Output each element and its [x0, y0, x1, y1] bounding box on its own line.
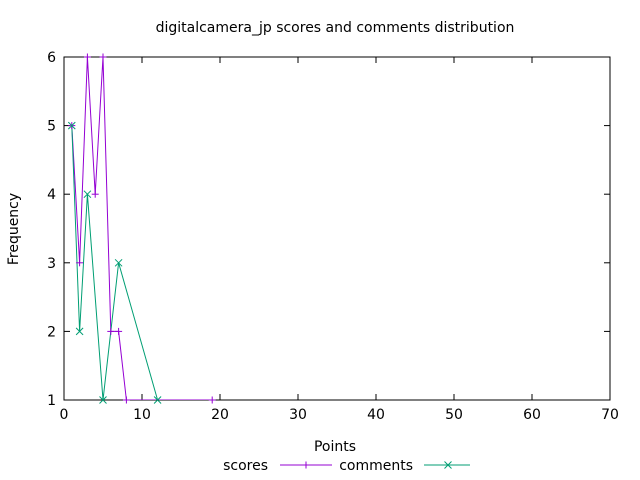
x-tick-label: 20	[211, 407, 229, 423]
x-tick-label: 50	[445, 407, 463, 423]
y-axis-label: Frequency	[6, 193, 22, 265]
y-axis: 1 2 3 4 5 6	[47, 50, 610, 409]
x-axis-label: Points	[314, 439, 356, 455]
y-tick-label: 4	[47, 187, 56, 203]
legend-label-scores: scores	[223, 458, 268, 474]
data-point-comments	[99, 396, 107, 404]
data-point-scores	[83, 53, 91, 61]
y-tick-label: 1	[47, 393, 56, 409]
chart-title: digitalcamera_jp scores and comments dis…	[156, 20, 515, 36]
marker-layer	[67, 53, 216, 404]
series-line-comments	[71, 125, 159, 400]
x-axis: 0 10 20 30 40 50 60 70	[60, 57, 619, 423]
y-tick-label: 6	[47, 50, 56, 66]
series-layer	[71, 57, 213, 400]
data-point-comments	[114, 258, 123, 267]
legend-marker-scores	[302, 461, 310, 469]
x-tick-label: 0	[60, 407, 69, 423]
legend-label-comments: comments	[339, 458, 413, 474]
x-tick-label: 40	[367, 407, 385, 423]
data-point-scores	[107, 327, 115, 335]
x-tick-label: 70	[601, 407, 619, 423]
data-point-scores	[99, 53, 107, 61]
legend-marker-comments	[444, 461, 452, 469]
x-tick-label: 30	[289, 407, 307, 423]
y-tick-label: 2	[47, 324, 56, 340]
plot-frame	[63, 56, 611, 401]
x-tick-label: 60	[523, 407, 541, 423]
data-point-scores	[122, 396, 130, 404]
x-tick-label: 10	[133, 407, 151, 423]
data-point-scores	[208, 396, 216, 404]
data-point-comments	[67, 121, 76, 130]
data-point-comments	[83, 190, 92, 199]
series-line-scores	[71, 57, 213, 400]
y-tick-label: 5	[47, 119, 56, 135]
y-tick-label: 3	[47, 256, 56, 272]
data-point-scores	[115, 327, 123, 335]
data-point-scores	[76, 259, 84, 267]
legend: scores comments	[223, 458, 470, 474]
data-point-comments	[75, 327, 84, 336]
data-point-scores	[91, 190, 99, 198]
data-point-comments	[153, 396, 162, 404]
